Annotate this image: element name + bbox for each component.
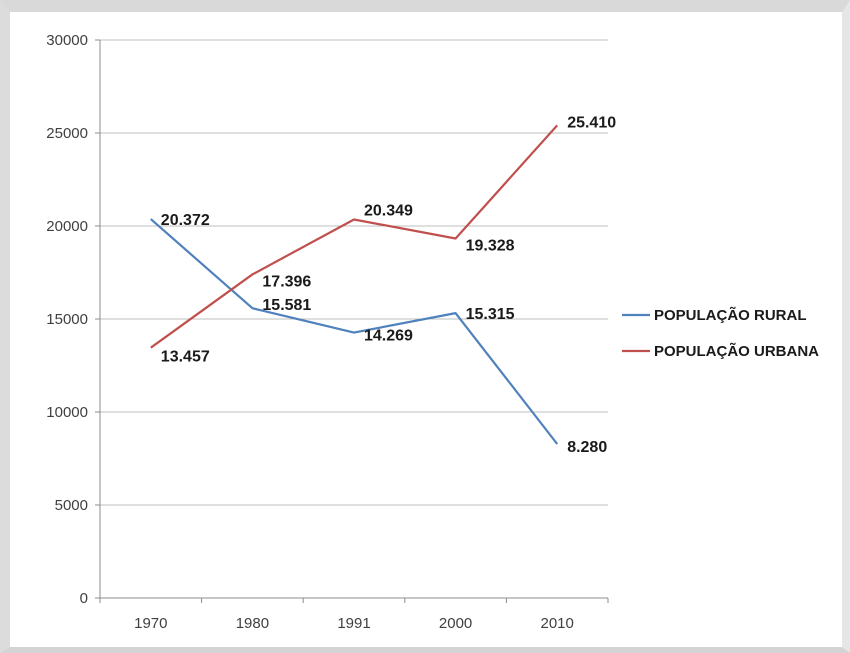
data-label: 14.269 [364,328,413,345]
y-tick-label: 20000 [46,218,88,235]
y-tick-label: 25000 [46,125,88,142]
y-tick-label: 10000 [46,404,88,421]
line-chart: 0 5000 10000 15000 20000 25000 30000 1970 1980 19… [46,32,819,632]
series-line-urbana [150,124,559,349]
legend-label: POPULAÇÃO RURAL [654,306,807,324]
data-label: 17.396 [262,273,311,290]
y-tick-label: 15000 [46,311,88,328]
legend-label: POPULAÇÃO URBANA [654,342,819,360]
y-tick-label: 5000 [55,497,88,514]
data-label: 20.349 [364,203,413,220]
data-label: 25.410 [567,114,616,131]
x-tick-label: 1980 [236,615,269,632]
data-label: 19.328 [466,237,515,254]
x-tick-label: 1991 [337,615,370,632]
data-label: 13.457 [161,349,210,366]
data-label: 20.372 [161,212,210,229]
y-tick-label: 30000 [46,32,88,49]
data-label: 8.280 [567,439,607,456]
x-tick-label: 1970 [134,615,167,632]
data-label: 15.581 [262,297,311,314]
data-label: 15.315 [466,306,515,323]
y-tick-label: 0 [80,590,88,607]
chart-area: 0 5000 10000 15000 20000 25000 30000 1970 1980 19… [12,14,840,642]
x-tick-label: 2010 [541,615,574,632]
series-line-rural [150,218,559,445]
x-tick-label: 2000 [439,615,472,632]
